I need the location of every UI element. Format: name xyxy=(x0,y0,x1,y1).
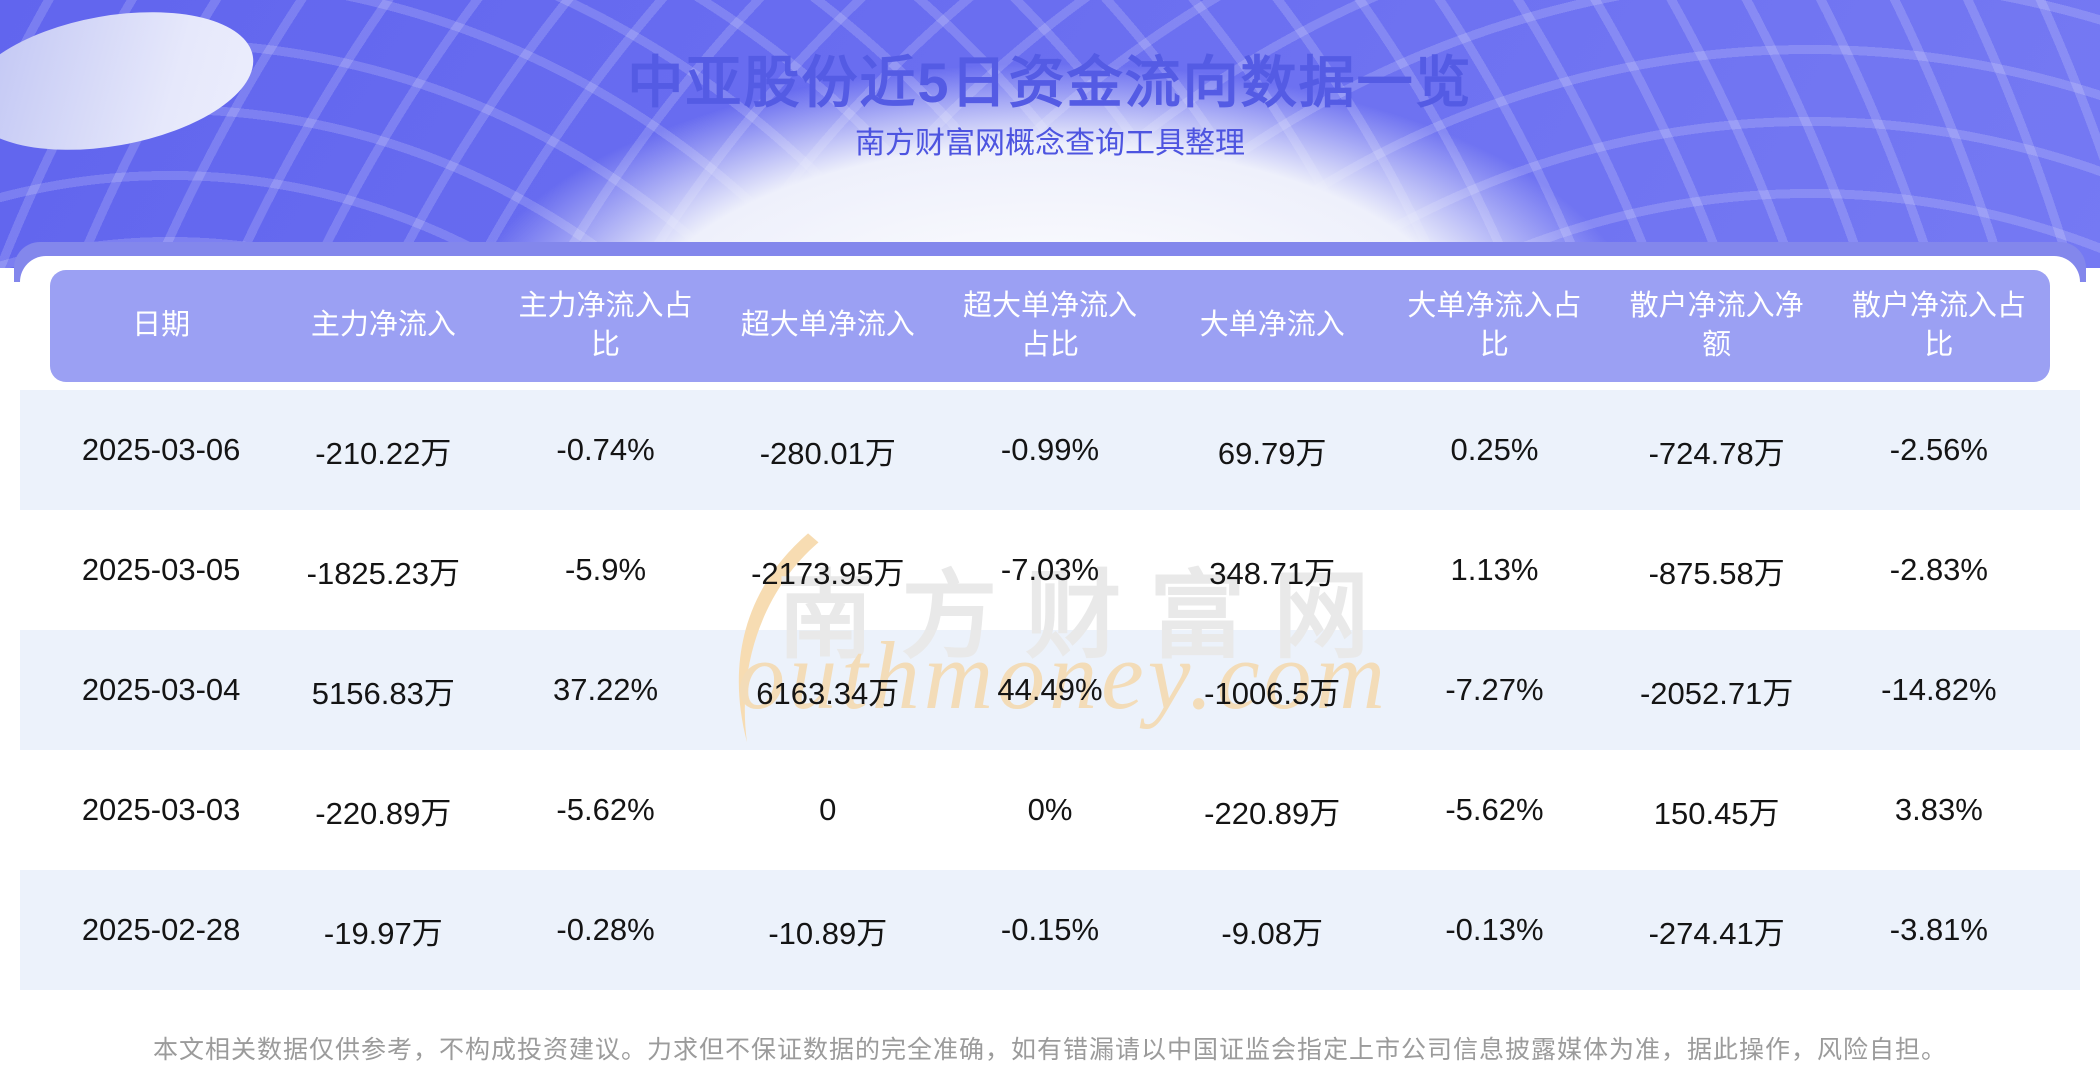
header-cell: 超大单净流入 xyxy=(740,309,915,342)
header-cell: 日期 xyxy=(132,309,191,342)
table-cell: -2.83% xyxy=(1889,552,1988,587)
table-cell: -0.13% xyxy=(1445,912,1544,947)
table-cell: 0% xyxy=(1027,792,1073,827)
table-cell: 2025-03-06 xyxy=(81,432,241,467)
table-cell: 150.45万 xyxy=(1653,795,1780,831)
table-cell: 2025-02-28 xyxy=(81,912,241,947)
disclaimer-text: 本文相关数据仅供参考，不构成投资建议。力求但不保证数据的完全准确，如有错漏请以中… xyxy=(152,1036,1947,1064)
table-cell: -7.27% xyxy=(1445,672,1544,707)
table-cell: -210.22万 xyxy=(315,435,452,471)
table-cell: 2025-03-05 xyxy=(81,552,241,587)
table-cell: -5.62% xyxy=(556,792,655,827)
table-row: 2025-03-04 5156.83万 37.22% 6163.34万 44.49% -1… xyxy=(20,630,2080,750)
table-cell: -1825.23万 xyxy=(306,555,461,591)
table-cell: 2025-03-04 xyxy=(81,672,241,707)
table-cell: -0.99% xyxy=(1000,432,1100,467)
table-cell: -220.89万 xyxy=(1204,795,1341,831)
header-cell: 大单净流入占比 xyxy=(1407,289,1582,361)
table-cell: -5.9% xyxy=(565,552,647,587)
table-header-row: 日期 主力净流入 主力净流入占比 超大单净流入 超大单净流入占比 大单净流入 大单净流入占比… xyxy=(50,270,2050,382)
header-cell: 主力净流入占比 xyxy=(518,289,693,361)
table-cell: -19.97万 xyxy=(323,915,443,951)
table-cell: -0.28% xyxy=(556,912,655,947)
table-cell: 0.25% xyxy=(1450,432,1539,467)
table-row: 2025-03-03 -220.89万 -5.62% 0 0% -220.89万 -5.62… xyxy=(20,750,2080,870)
header-banner: 中亚股份近5日资金流向数据一览 南方财富网概念查询工具整理 xyxy=(0,0,2100,268)
table-cell: 5156.83万 xyxy=(311,675,455,711)
table-cell: 2025-03-03 xyxy=(81,792,241,827)
data-table-card: 日期 主力净流入 主力净流入占比 超大单净流入 超大单净流入占比 大单净流入 大单净流入占比… xyxy=(20,256,2080,990)
table-cell: 1.13% xyxy=(1450,552,1539,587)
table-cell: -3.81% xyxy=(1889,912,1988,947)
table-cell: -1006.5万 xyxy=(1204,675,1341,711)
header-cell: 散户净流入净额 xyxy=(1629,289,1804,361)
table-cell: -14.82% xyxy=(1881,672,1997,707)
table-row: 2025-03-05 -1825.23万 -5.9% -2173.95万 -7.03% 3… xyxy=(20,510,2080,630)
table-cell: -280.01万 xyxy=(759,435,896,471)
table-body: 南方财富网 outhmoney.com 2025-03-06 -210.22万 -0… xyxy=(20,390,2080,990)
table-cell: -875.58万 xyxy=(1648,555,1785,591)
table-cell: -0.74% xyxy=(556,432,655,467)
table-cell: -9.08万 xyxy=(1221,915,1324,951)
header-cell: 主力净流入 xyxy=(310,309,456,342)
header-cell: 大单净流入 xyxy=(1199,309,1345,342)
table-row: 2025-02-28 -19.97万 -0.28% -10.89万 -0.15% -9.0… xyxy=(20,870,2080,990)
table-cell: 69.79万 xyxy=(1217,435,1327,471)
table-cell: 348.71万 xyxy=(1209,555,1336,591)
table-cell: -724.78万 xyxy=(1648,435,1785,471)
table-cell: -10.89万 xyxy=(768,915,888,951)
table-cell: -274.41万 xyxy=(1648,915,1785,951)
table-cell: 6163.34万 xyxy=(756,675,900,711)
table-cell: 3.83% xyxy=(1894,792,1983,827)
header-cell: 散户净流入占比 xyxy=(1851,289,2026,361)
table-cell: 44.49% xyxy=(997,672,1103,707)
table-cell: -2052.71万 xyxy=(1639,675,1794,711)
header-cell: 超大单净流入占比 xyxy=(962,289,1137,361)
table-cell: 37.22% xyxy=(552,672,659,707)
table-cell: -7.03% xyxy=(1000,552,1100,587)
table-row: 2025-03-06 -210.22万 -0.74% -280.01万 -0.99% 69… xyxy=(20,390,2080,510)
table-cell: -220.89万 xyxy=(315,795,452,831)
table-cell: -2173.95万 xyxy=(751,555,905,591)
table-cell: -0.15% xyxy=(1000,912,1100,947)
page-subtitle: 南方财富网概念查询工具整理 xyxy=(855,127,1245,160)
table-cell: 0 xyxy=(819,792,837,827)
table-cell: -2.56% xyxy=(1889,432,1988,467)
table-cell: -5.62% xyxy=(1445,792,1544,827)
page-title: 中亚股份近5日资金流向数据一览 xyxy=(627,51,1473,114)
